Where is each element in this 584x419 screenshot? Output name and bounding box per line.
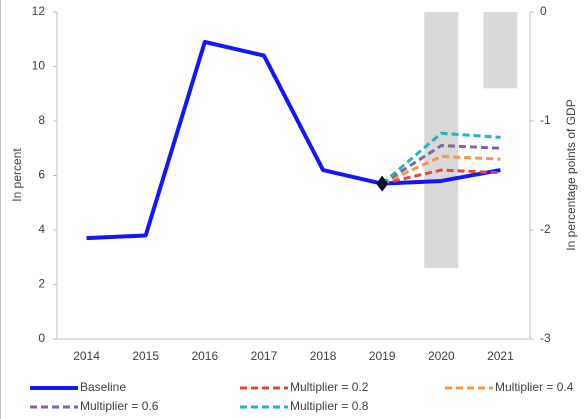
legend-label: Multiplier = 0.8 [290,399,369,413]
series-line [86,39,501,241]
y2-tick-label: -1 [540,113,551,127]
y-tick-label: 8 [38,113,45,127]
legend-label: Multiplier = 0.2 [290,380,369,394]
x-tick-label: 2018 [310,349,337,363]
y2-axis-title: In percentage points of GDP [564,99,578,250]
series-line [381,144,501,185]
y-tick-label: 2 [38,277,45,291]
x-tick-label: 2014 [73,349,100,363]
x-tick-label: 2015 [132,349,159,363]
y-axis-title: In percent [10,148,24,202]
y2-tick-label: -2 [540,222,551,236]
legend-label: Baseline [80,380,126,394]
y2-tick-label: -3 [540,331,551,345]
x-tick-label: 2020 [428,349,455,363]
y-tick-label: 10 [32,59,46,73]
y-tick-label: 6 [38,168,45,182]
y2-tick-label: 0 [540,4,547,18]
x-tick-label: 2017 [251,349,278,363]
x-tick-label: 2021 [487,349,514,363]
bar [424,12,459,269]
series-line [381,168,501,186]
series-line [381,154,501,186]
legend-label: Multiplier = 0.6 [80,399,159,413]
y-tick-label: 12 [32,4,46,18]
branch-marker [376,175,389,192]
y-tick-label: 0 [38,331,45,345]
legend-label: Multiplier = 0.4 [495,380,574,394]
y-tick-label: 4 [38,222,45,236]
series-line [381,131,501,185]
x-tick-label: 2016 [191,349,218,363]
x-tick-label: 2019 [369,349,396,363]
bar [483,12,518,89]
